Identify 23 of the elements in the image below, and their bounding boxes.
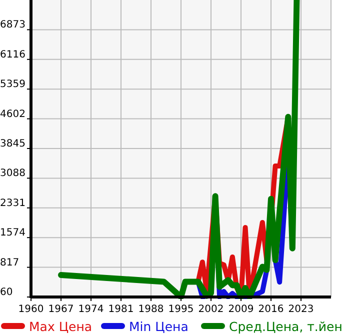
y-tick-label: 60 <box>0 287 13 298</box>
y-tick-label: 6116 <box>0 49 26 60</box>
legend-label: Max Цена <box>29 319 92 334</box>
x-tick-label: 1981 <box>108 304 134 315</box>
y-tick-label: 817 <box>0 257 20 268</box>
x-tick-label: 1995 <box>168 304 194 315</box>
y-tick-label: 2331 <box>0 198 26 209</box>
x-tick-label: 2002 <box>198 304 224 315</box>
x-tick-label: 1967 <box>48 304 74 315</box>
legend-label: Min Цена <box>129 319 188 334</box>
x-tick-label: 1960 <box>18 304 44 315</box>
y-tick-label: 6873 <box>0 20 26 31</box>
y-tick-label: 5359 <box>0 79 26 90</box>
x-tick-label: 1974 <box>78 304 104 315</box>
y-tick-label: 4602 <box>0 108 26 120</box>
legend-label: Сред.Цена, т.йен <box>229 319 342 334</box>
x-tick-label: 1988 <box>138 304 164 315</box>
x-tick-label: 2023 <box>288 304 314 315</box>
y-tick-label: 3088 <box>0 168 26 180</box>
x-tick-label: 2009 <box>228 304 254 315</box>
x-tick-label: 2016 <box>258 304 284 315</box>
y-tick-label: 3845 <box>0 138 26 150</box>
y-tick-label: 1574 <box>0 228 26 239</box>
